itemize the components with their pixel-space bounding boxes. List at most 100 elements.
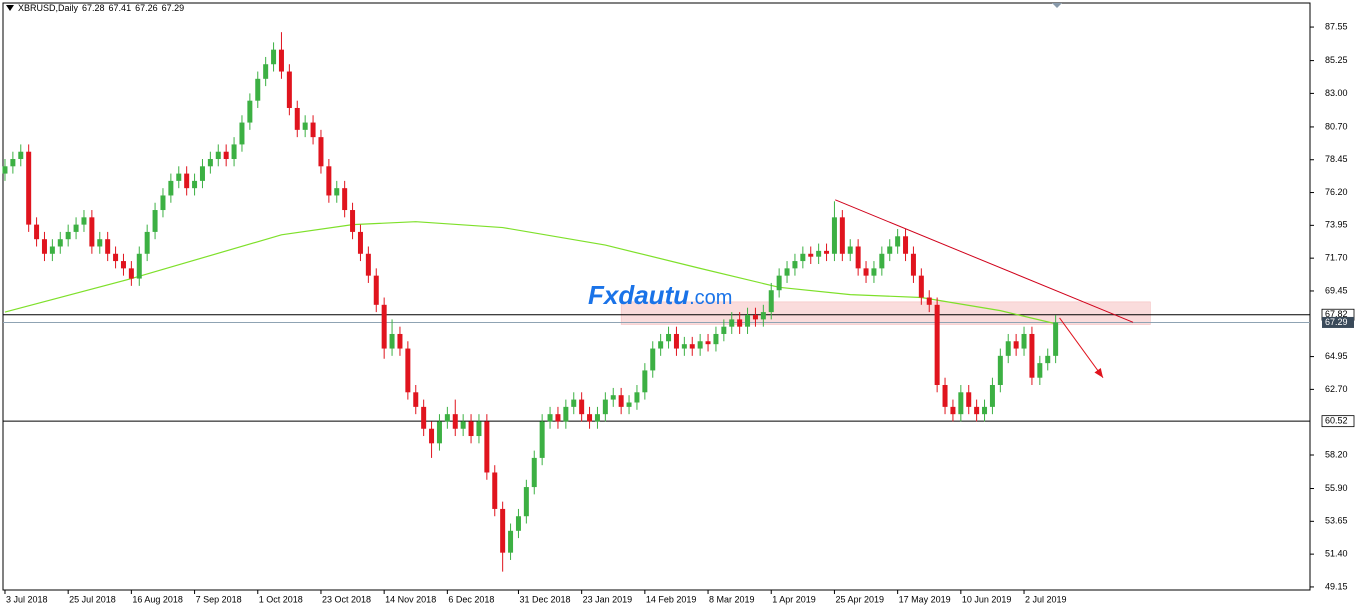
y-tick-label: 49.15 — [1325, 581, 1348, 591]
candle-body — [887, 246, 893, 254]
x-tick-label: 3 Jul 2018 — [6, 594, 48, 604]
arrow-head — [1094, 367, 1104, 378]
candle-body — [760, 312, 766, 320]
candle-body — [531, 457, 537, 488]
candle-body — [934, 304, 940, 386]
candle-body — [278, 49, 284, 72]
candle-body — [247, 100, 253, 123]
x-tick-label: 23 Jan 2019 — [583, 594, 633, 604]
candle-body — [752, 315, 758, 320]
x-tick-label: 1 Oct 2018 — [259, 594, 303, 604]
candle-body — [666, 333, 672, 342]
candle-body — [831, 217, 837, 254]
candle-body — [515, 516, 521, 531]
x-tick-label: 1 Apr 2019 — [772, 594, 816, 604]
watermark-brand: Fxdautu — [588, 280, 690, 310]
candle-body — [492, 472, 498, 509]
candle-body — [997, 355, 1003, 386]
candle-body — [697, 341, 703, 349]
candle-body — [579, 399, 585, 415]
candle-body — [1021, 333, 1027, 349]
candle-body — [508, 530, 514, 553]
candle-body — [642, 370, 648, 393]
y-tick-label: 83.00 — [1325, 88, 1348, 98]
candle-body — [974, 406, 980, 415]
candle-body — [41, 239, 47, 254]
candle-body — [571, 399, 577, 407]
candle-body — [310, 122, 316, 138]
y-tick-label: 58.20 — [1325, 449, 1348, 459]
candle-body — [594, 414, 600, 422]
x-tick-label: 10 Jun 2019 — [962, 594, 1012, 604]
x-tick-label: 31 Dec 2018 — [519, 594, 570, 604]
y-tick-label: 87.55 — [1325, 21, 1348, 31]
candle-body — [436, 421, 442, 444]
candle-body — [144, 231, 150, 254]
candle-body — [855, 246, 861, 269]
watermark: Fxdautu .com — [588, 280, 732, 311]
candle-body — [729, 319, 735, 327]
candle-body — [1037, 363, 1043, 378]
candle-body — [263, 64, 269, 79]
candle-body — [539, 421, 545, 458]
candle-body — [879, 253, 885, 269]
candle-body — [73, 224, 79, 232]
candle-body — [989, 385, 995, 407]
y-tick-label: 55.90 — [1325, 483, 1348, 493]
candle-body — [176, 173, 182, 181]
candle-body — [681, 344, 687, 349]
y-tick-label: 76.20 — [1325, 187, 1348, 197]
candle-body — [405, 348, 411, 393]
candle-body — [413, 392, 419, 407]
candle-body — [863, 268, 869, 276]
candle-body — [2, 166, 8, 174]
candle-body — [184, 173, 190, 189]
x-tick-label: 25 Jul 2018 — [69, 594, 116, 604]
candle-body — [192, 180, 198, 189]
candle-body — [128, 268, 134, 279]
y-tick-label: 80.70 — [1325, 121, 1348, 131]
candle-body — [1053, 322, 1059, 356]
candle-body — [602, 399, 608, 415]
candle-body — [152, 210, 158, 232]
y-tick-label: 62.70 — [1325, 384, 1348, 394]
candle-body — [97, 239, 103, 247]
candle-body — [286, 71, 292, 108]
y-tick-label: 51.40 — [1325, 549, 1348, 559]
candle-body — [476, 421, 482, 437]
x-tick-label: 23 Oct 2018 — [322, 594, 371, 604]
candle-body — [199, 166, 205, 181]
candle-body — [223, 151, 229, 160]
candle-body — [26, 151, 32, 225]
candle-body — [942, 385, 948, 407]
candle-body — [452, 414, 458, 429]
candle-body — [903, 236, 909, 254]
candle-body — [618, 395, 624, 407]
level-label-box — [1321, 415, 1355, 428]
candle-body — [918, 275, 924, 298]
candle-body — [784, 268, 790, 276]
x-tick-label: 7 Sep 2018 — [196, 594, 242, 604]
candle-body — [484, 421, 490, 473]
candle-body — [444, 414, 450, 422]
candle-body — [334, 188, 340, 196]
candle-body — [689, 344, 695, 349]
candle-body — [302, 122, 308, 130]
candle-body — [350, 210, 356, 232]
candle-body — [429, 428, 435, 444]
y-tick-label: 64.95 — [1325, 351, 1348, 361]
candle-body — [776, 275, 782, 291]
candle-body — [271, 49, 277, 65]
candle-body — [650, 348, 656, 371]
candle-body — [587, 414, 593, 422]
candle-body — [389, 333, 395, 349]
candle-body — [89, 217, 95, 247]
candle-body — [547, 414, 553, 422]
level-label: 60.52 — [1325, 416, 1348, 426]
candle-body — [1005, 341, 1011, 356]
candle-body — [895, 236, 901, 247]
candle-body — [120, 261, 126, 269]
candle-body — [800, 253, 806, 262]
candle-body — [468, 421, 474, 437]
